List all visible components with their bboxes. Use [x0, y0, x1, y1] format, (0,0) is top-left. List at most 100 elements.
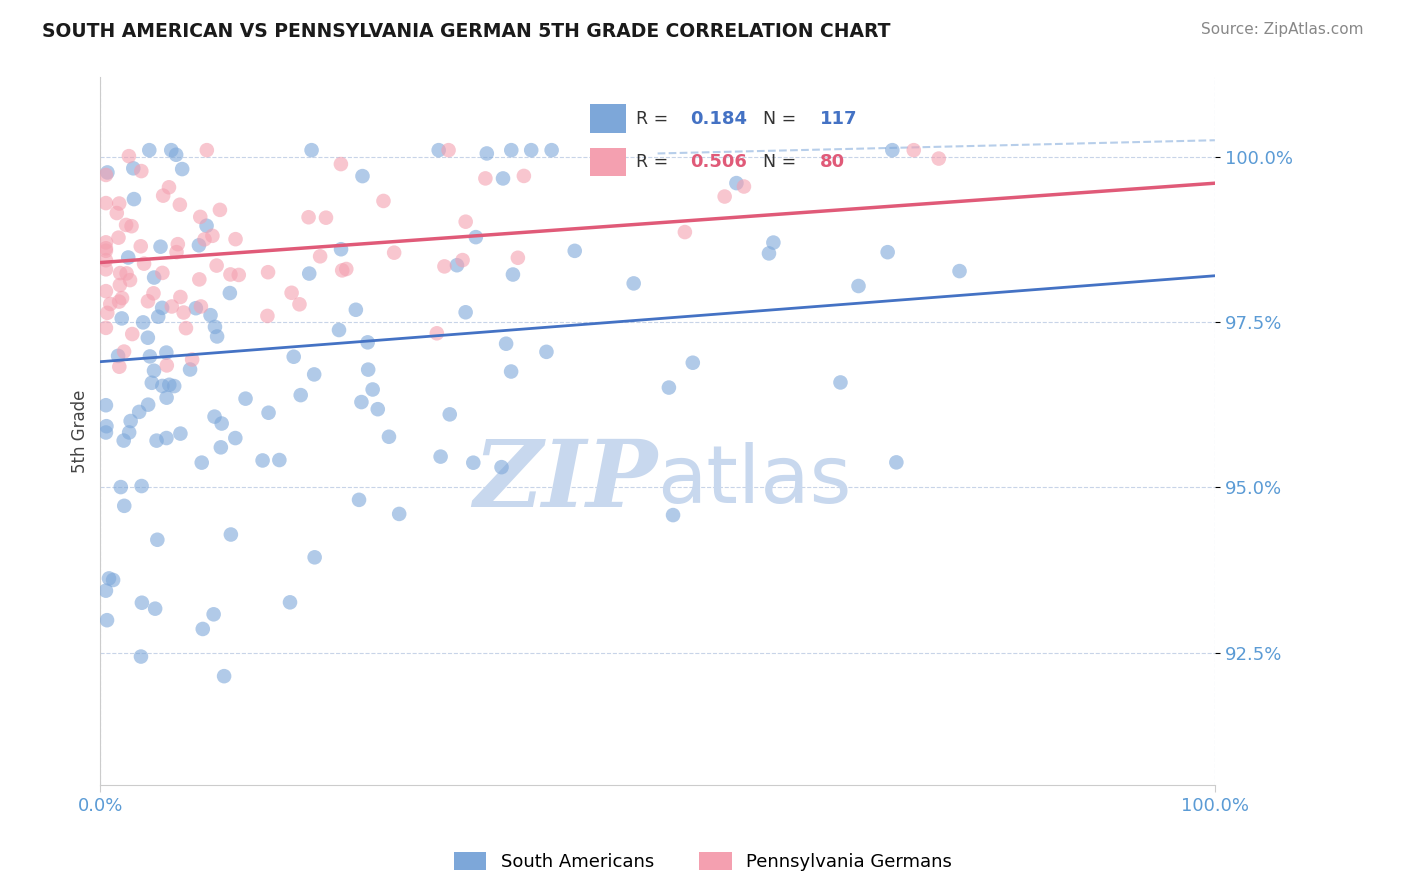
Point: [181, 352, 204, 367]
Point: [328, 323, 350, 337]
Point: [94, 241, 117, 255]
Point: [190, 300, 212, 314]
Point: [725, 176, 748, 190]
Point: [105, 206, 128, 220]
Point: [502, 268, 524, 282]
Point: [111, 291, 134, 305]
Point: [190, 456, 212, 470]
Point: [111, 311, 134, 326]
Point: [302, 368, 325, 382]
Point: [540, 143, 562, 157]
Point: [112, 344, 135, 359]
Point: [301, 143, 323, 157]
Point: [129, 239, 152, 253]
Point: [454, 215, 477, 229]
Point: [224, 431, 246, 445]
Point: [329, 157, 352, 171]
Point: [347, 492, 370, 507]
Point: [108, 196, 131, 211]
Point: [143, 601, 166, 615]
Point: [139, 350, 162, 364]
Point: [174, 321, 197, 335]
Point: [155, 431, 177, 445]
Point: [209, 441, 232, 455]
Point: [257, 265, 280, 279]
Text: ZIP: ZIP: [474, 435, 658, 525]
Point: [204, 319, 226, 334]
Point: [218, 286, 240, 301]
Point: [733, 179, 755, 194]
Point: [96, 165, 118, 179]
Point: [309, 249, 332, 263]
Point: [131, 596, 153, 610]
Point: [136, 294, 159, 309]
Point: [758, 246, 780, 260]
Point: [108, 266, 131, 280]
Point: [451, 253, 474, 268]
Point: [94, 425, 117, 440]
Point: [94, 321, 117, 335]
Point: [357, 362, 380, 376]
Point: [94, 244, 117, 258]
Point: [152, 188, 174, 202]
Point: [156, 359, 179, 373]
Point: [378, 430, 401, 444]
Point: [121, 327, 143, 342]
Point: [98, 571, 121, 585]
Point: [335, 262, 357, 277]
Point: [166, 245, 188, 260]
Point: [94, 262, 117, 277]
Point: [352, 169, 374, 183]
Point: [169, 198, 191, 212]
Point: [491, 460, 513, 475]
Point: [662, 508, 685, 522]
Point: [193, 232, 215, 246]
Point: [495, 336, 517, 351]
Point: [94, 168, 117, 182]
Point: [673, 225, 696, 239]
Point: [205, 329, 228, 343]
Point: [205, 259, 228, 273]
Point: [94, 235, 117, 250]
Point: [169, 290, 191, 304]
Point: [118, 149, 141, 163]
Point: [118, 273, 141, 287]
Point: [187, 238, 209, 252]
Point: [160, 143, 183, 157]
Point: [96, 419, 118, 434]
Point: [188, 210, 211, 224]
Point: [439, 408, 461, 422]
Point: [195, 219, 218, 233]
Point: [225, 232, 247, 246]
Point: [501, 143, 523, 157]
Point: [118, 425, 141, 440]
Point: [475, 146, 498, 161]
Point: [129, 649, 152, 664]
Point: [143, 364, 166, 378]
Point: [155, 391, 177, 405]
Point: [121, 219, 143, 234]
Text: SOUTH AMERICAN VS PENNSYLVANIA GERMAN 5TH GRADE CORRELATION CHART: SOUTH AMERICAN VS PENNSYLVANIA GERMAN 5T…: [42, 22, 890, 41]
Point: [252, 453, 274, 467]
Point: [131, 479, 153, 493]
Point: [173, 305, 195, 319]
Point: [474, 171, 496, 186]
Point: [107, 349, 129, 363]
Point: [464, 230, 486, 244]
Point: [157, 377, 180, 392]
Point: [150, 301, 173, 315]
Point: [128, 405, 150, 419]
Point: [195, 143, 218, 157]
Point: [122, 161, 145, 176]
Point: [357, 335, 380, 350]
Point: [283, 350, 305, 364]
Point: [212, 669, 235, 683]
Point: [501, 364, 523, 378]
Point: [427, 143, 450, 157]
Point: [143, 270, 166, 285]
Point: [876, 245, 898, 260]
Point: [117, 251, 139, 265]
Point: [132, 257, 155, 271]
Point: [762, 235, 785, 250]
Point: [112, 434, 135, 448]
